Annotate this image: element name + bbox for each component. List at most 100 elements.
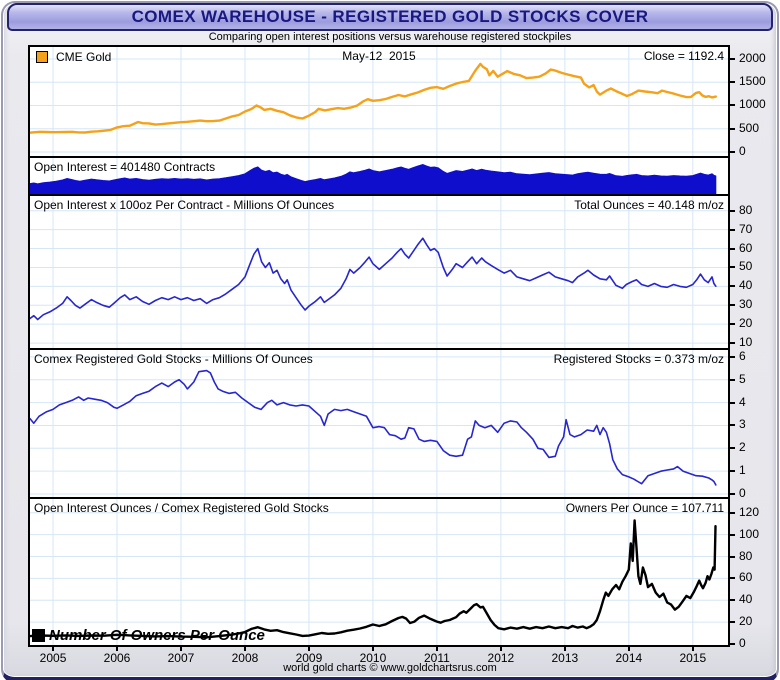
y-tick-mark — [728, 285, 735, 288]
legend-cme-gold: CME Gold — [36, 50, 111, 64]
x-tick-label: 2006 — [103, 651, 131, 665]
y-tick-label: 10 — [739, 335, 753, 350]
x-tick-mark — [627, 647, 630, 651]
y-tick-mark — [728, 266, 735, 269]
x-tick-label: 2010 — [359, 651, 387, 665]
y-tick-mark — [728, 57, 735, 60]
y-tick-label: 0 — [739, 636, 746, 651]
x-tick-label: 2012 — [487, 651, 515, 665]
panel-gold-price: CME Gold May-12 2015 Close = 1192.4 — [30, 47, 728, 156]
y-tick-mark — [728, 209, 735, 212]
y-tick-mark — [728, 355, 735, 358]
open-interest-chart — [30, 158, 717, 194]
y-tick-label: 1 — [739, 463, 746, 478]
total-ounces-chart — [30, 196, 728, 348]
total-ounces-value: Total Ounces = 40.148 m/oz — [574, 198, 724, 212]
panel-separator — [30, 156, 728, 158]
gold-price-chart — [30, 47, 728, 156]
x-tick-mark — [499, 647, 502, 651]
y-tick-mark — [728, 533, 735, 536]
x-tick-mark — [243, 647, 246, 651]
x-tick-mark — [179, 647, 182, 651]
panel-separator — [30, 194, 728, 196]
y-tick-mark — [728, 511, 735, 514]
y-tick-mark — [728, 378, 735, 381]
x-tick-label: 2015 — [679, 651, 707, 665]
y-tick-mark — [728, 621, 735, 624]
y-tick-label: 0 — [739, 144, 746, 158]
chart-title: COMEX WAREHOUSE - REGISTERED GOLD STOCKS… — [131, 7, 649, 26]
y-tick-mark — [728, 342, 735, 345]
y-tick-mark — [728, 228, 735, 231]
owners-per-ounce-value: Owners Per Ounce = 107.711 — [565, 501, 724, 515]
y-tick-label: 0 — [739, 486, 746, 501]
y-tick-mark — [728, 555, 735, 558]
x-tick-mark — [435, 647, 438, 651]
y-tick-label: 80 — [739, 548, 753, 563]
y-tick-mark — [728, 577, 735, 580]
registered-stocks-value: Registered Stocks = 0.373 m/oz — [553, 352, 724, 366]
y-tick-mark — [728, 599, 735, 602]
y-tick-label: 40 — [739, 278, 753, 293]
y-tick-mark — [728, 104, 735, 107]
panel-registered-stocks: Comex Registered Gold Stocks - Millions … — [30, 350, 728, 497]
owners-swatch-icon — [32, 629, 45, 642]
x-tick-mark — [52, 647, 55, 651]
gold-close-value: Close = 1192.4 — [643, 49, 724, 63]
y-tick-label: 50 — [739, 259, 753, 274]
y-tick-mark — [728, 643, 735, 646]
y-tick-mark — [728, 424, 735, 427]
panel-separator — [30, 497, 728, 499]
cme-gold-swatch-icon — [36, 51, 48, 63]
y-tick-mark — [728, 81, 735, 84]
y-tick-label: 60 — [739, 570, 753, 585]
y-tick-label: 1000 — [739, 97, 766, 112]
x-tick-label: 2008 — [231, 651, 259, 665]
owners-per-ounce-label: Open Interest Ounces / Comex Registered … — [34, 501, 329, 515]
y-tick-label: 5 — [739, 371, 746, 386]
y-tick-mark — [728, 304, 735, 307]
total-ounces-label: Open Interest x 100oz Per Contract - Mil… — [34, 198, 335, 212]
title-bar: COMEX WAREHOUSE - REGISTERED GOLD STOCKS… — [7, 3, 773, 31]
x-tick-mark — [563, 647, 566, 651]
panel-separator — [30, 348, 728, 350]
y-tick-label: 500 — [739, 120, 760, 135]
y-tick-mark — [728, 127, 735, 130]
x-tick-mark — [116, 647, 118, 651]
panel-owners-per-ounce: Open Interest Ounces / Comex Registered … — [30, 499, 728, 645]
y-tick-label: 6 — [739, 348, 746, 363]
registered-stocks-chart — [30, 350, 728, 497]
plot-area: CME Gold May-12 2015 Close = 1192.4 Open… — [28, 45, 730, 647]
x-tick-label: 2013 — [551, 651, 579, 665]
open-interest-label: Open Interest = 401480 Contracts — [34, 160, 216, 174]
x-tick-mark — [307, 647, 310, 651]
x-tick-label: 2014 — [615, 651, 643, 665]
y-tick-label: 2000 — [739, 50, 766, 65]
y-tick-label: 120 — [739, 504, 760, 519]
y-tick-mark — [728, 493, 735, 496]
panel-total-ounces: Open Interest x 100oz Per Contract - Mil… — [30, 196, 728, 348]
credit-line: world gold charts © www.goldchartsrus.co… — [283, 662, 497, 674]
x-tick-label: 2007 — [167, 651, 195, 665]
date-label: May-12 2015 — [342, 49, 416, 63]
y-tick-label: 20 — [739, 316, 753, 331]
y-tick-label: 70 — [739, 221, 753, 236]
registered-stocks-label: Comex Registered Gold Stocks - Millions … — [34, 352, 313, 366]
owners-per-ounce-chart — [30, 499, 728, 645]
y-tick-label: 80 — [739, 202, 753, 217]
x-tick-label: 2011 — [423, 651, 450, 665]
y-tick-label: 2 — [739, 440, 746, 455]
x-tick-label: 2005 — [39, 651, 67, 665]
y-tick-mark — [728, 151, 735, 153]
y-tick-label: 20 — [739, 614, 753, 629]
y-tick-mark — [728, 447, 735, 450]
y-tick-label: 3 — [739, 417, 746, 432]
y-tick-label: 4 — [739, 394, 746, 409]
y-tick-mark — [728, 470, 735, 473]
x-tick-label: 2009 — [295, 651, 323, 665]
legend-owners-label: Number Of Owners Per Ounce — [49, 627, 265, 644]
y-tick-mark — [728, 323, 735, 326]
y-tick-mark — [728, 247, 735, 250]
legend-cme-gold-label: CME Gold — [56, 50, 112, 64]
